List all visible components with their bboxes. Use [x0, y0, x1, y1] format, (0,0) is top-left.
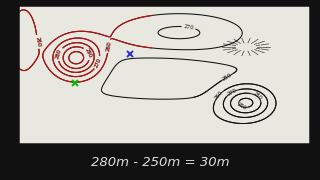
Text: 280m - 250m = 30m: 280m - 250m = 30m [91, 156, 229, 169]
Text: 280: 280 [252, 91, 263, 102]
Text: 260: 260 [35, 37, 41, 47]
Text: 270: 270 [94, 57, 102, 68]
Text: 260: 260 [106, 41, 112, 51]
Text: 260: 260 [35, 37, 41, 47]
Text: 250: 250 [222, 72, 233, 82]
Text: 260: 260 [105, 41, 112, 52]
Text: 260: 260 [213, 90, 224, 101]
Text: 280: 280 [55, 48, 63, 60]
Text: 270: 270 [183, 24, 194, 31]
Text: 290: 290 [236, 102, 247, 111]
Text: 270: 270 [227, 88, 238, 97]
Text: 280: 280 [55, 48, 63, 60]
Text: 290: 290 [84, 48, 93, 59]
Text: 270: 270 [94, 57, 102, 68]
Text: 290: 290 [84, 48, 93, 59]
